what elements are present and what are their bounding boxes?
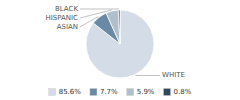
leader-line (80, 16, 98, 27)
legend-swatch (49, 89, 56, 96)
legend-swatch (127, 89, 134, 96)
slice-label: BLACK (55, 5, 78, 13)
legend-label: 85.6% (59, 88, 82, 96)
legend-label: 0.8% (174, 88, 192, 96)
annotations: WHITE ASIANHISPANICBLACK (45, 5, 184, 80)
legend-label: 5.9% (137, 88, 155, 96)
leader-line (80, 10, 112, 18)
pie-slice (106, 10, 120, 44)
slice-label: HISPANIC (45, 14, 78, 22)
pie (86, 10, 154, 78)
legend-item: 7.7% (90, 88, 118, 96)
slice-label: ASIAN (57, 23, 78, 31)
leader-line (135, 75, 160, 76)
legend-item: 85.6% (49, 88, 82, 96)
legend-item: 0.8% (164, 88, 192, 96)
legend-swatch (90, 89, 97, 96)
pie-slice (118, 10, 120, 44)
slice-label: WHITE (162, 71, 185, 79)
legend-label: 7.7% (100, 88, 118, 96)
pie-slice (86, 10, 154, 78)
legend-swatch (164, 89, 171, 96)
legend: 85.6% 7.7% 5.9% 0.8% (49, 88, 192, 96)
legend-item: 5.9% (127, 88, 155, 96)
leader-line (80, 8, 119, 9)
chart: WHITE ASIANHISPANICBLACK 85.6% 7.7% 5.9% 0.8% (0, 0, 240, 100)
